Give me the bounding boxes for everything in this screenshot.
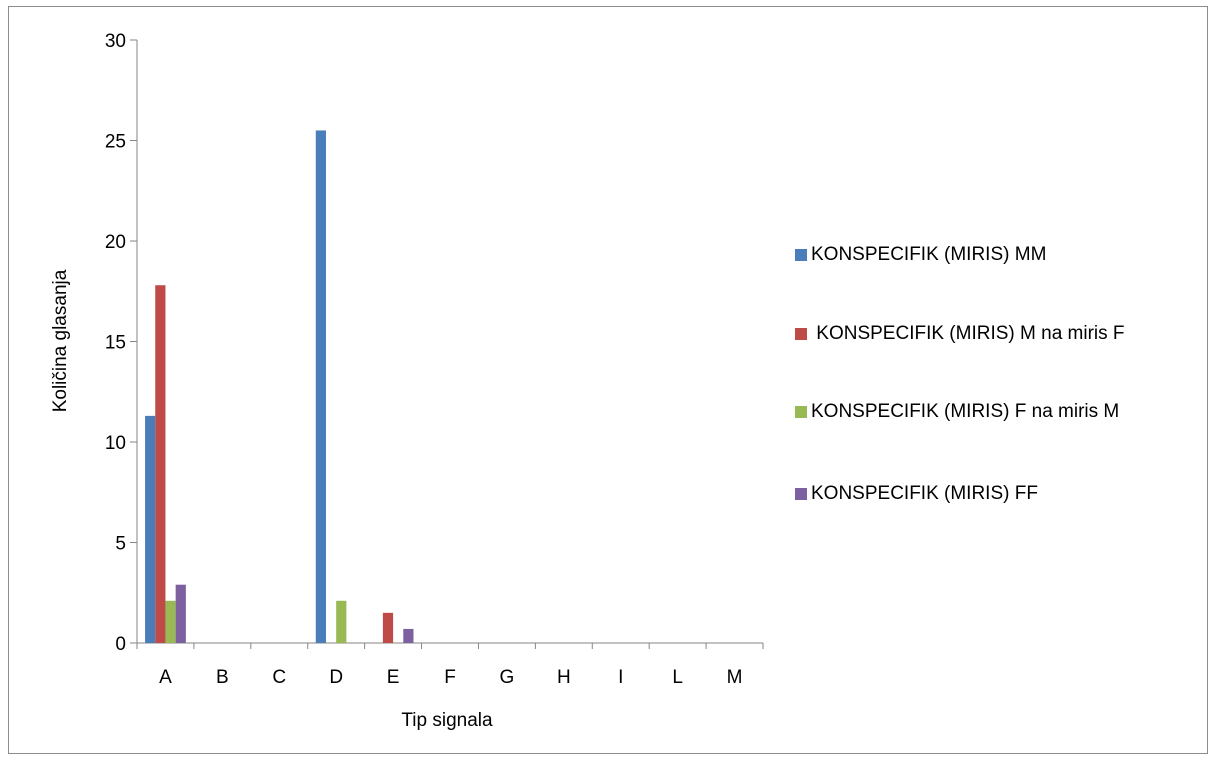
bar <box>382 612 394 643</box>
x-tick-label: D <box>329 667 343 688</box>
x-tick-label: G <box>500 667 515 688</box>
bar <box>175 584 186 643</box>
x-tick-label: F <box>444 667 456 688</box>
y-tick-label: 0 <box>115 634 126 655</box>
legend-item-ff: KONSPECIFIK (MIRIS) FF <box>795 480 1195 507</box>
legend-item-mm: KONSPECIFIK (MIRIS) MM <box>795 241 1195 268</box>
y-tick-label: 10 <box>105 433 126 454</box>
x-tick-label: L <box>672 667 683 688</box>
legend-label-m-na-miris-f: KONSPECIFIK (MIRIS) M na miris F <box>811 323 1125 344</box>
legend-label-f-na-miris-m: KONSPECIFIK (MIRIS) F na miris M <box>811 401 1120 422</box>
legend-swatch-ff <box>795 488 807 500</box>
x-tick-label: I <box>618 667 623 688</box>
y-tick-label: 20 <box>105 232 126 253</box>
legend-swatch-f-na-miris-m <box>795 406 807 418</box>
y-tick-label: 15 <box>105 333 126 354</box>
bar <box>155 285 166 643</box>
bar <box>336 600 347 643</box>
plot-area: 0 5 10 15 20 25 30 A B C D E F G H I L M <box>105 31 764 688</box>
legend-label-ff: KONSPECIFIK (MIRIS) FF <box>811 483 1038 504</box>
legend-label-mm: KONSPECIFIK (MIRIS) MM <box>811 244 1047 265</box>
legend-swatch-m-na-miris-f <box>795 328 807 340</box>
x-tick-label: E <box>387 667 400 688</box>
x-tick-label: B <box>216 667 229 688</box>
y-tick-label: 25 <box>105 132 126 153</box>
legend-swatch-mm <box>795 249 807 261</box>
legend: KONSPECIFIK (MIRIS) MM KONSPECIFIK (MIRI… <box>795 0 1205 760</box>
y-tick-label: 30 <box>105 31 126 52</box>
x-axis-title: Tip signala <box>401 710 493 731</box>
x-tick-label: A <box>159 667 172 688</box>
bar <box>403 628 414 643</box>
legend-item-m-na-miris-f: KONSPECIFIK (MIRIS) M na miris F <box>795 320 1155 347</box>
bar <box>145 415 156 643</box>
bar <box>165 600 176 643</box>
x-tick-label: C <box>272 667 286 688</box>
legend-item-f-na-miris-m: KONSPECIFIK (MIRIS) F na miris M <box>795 398 1195 425</box>
x-tick-label: M <box>727 667 743 688</box>
y-axis-title: Količina glasanja <box>50 269 71 412</box>
y-tick-label: 5 <box>115 534 126 555</box>
x-tick-label: H <box>557 667 571 688</box>
chart-frame <box>8 6 1208 754</box>
bar <box>315 130 326 643</box>
